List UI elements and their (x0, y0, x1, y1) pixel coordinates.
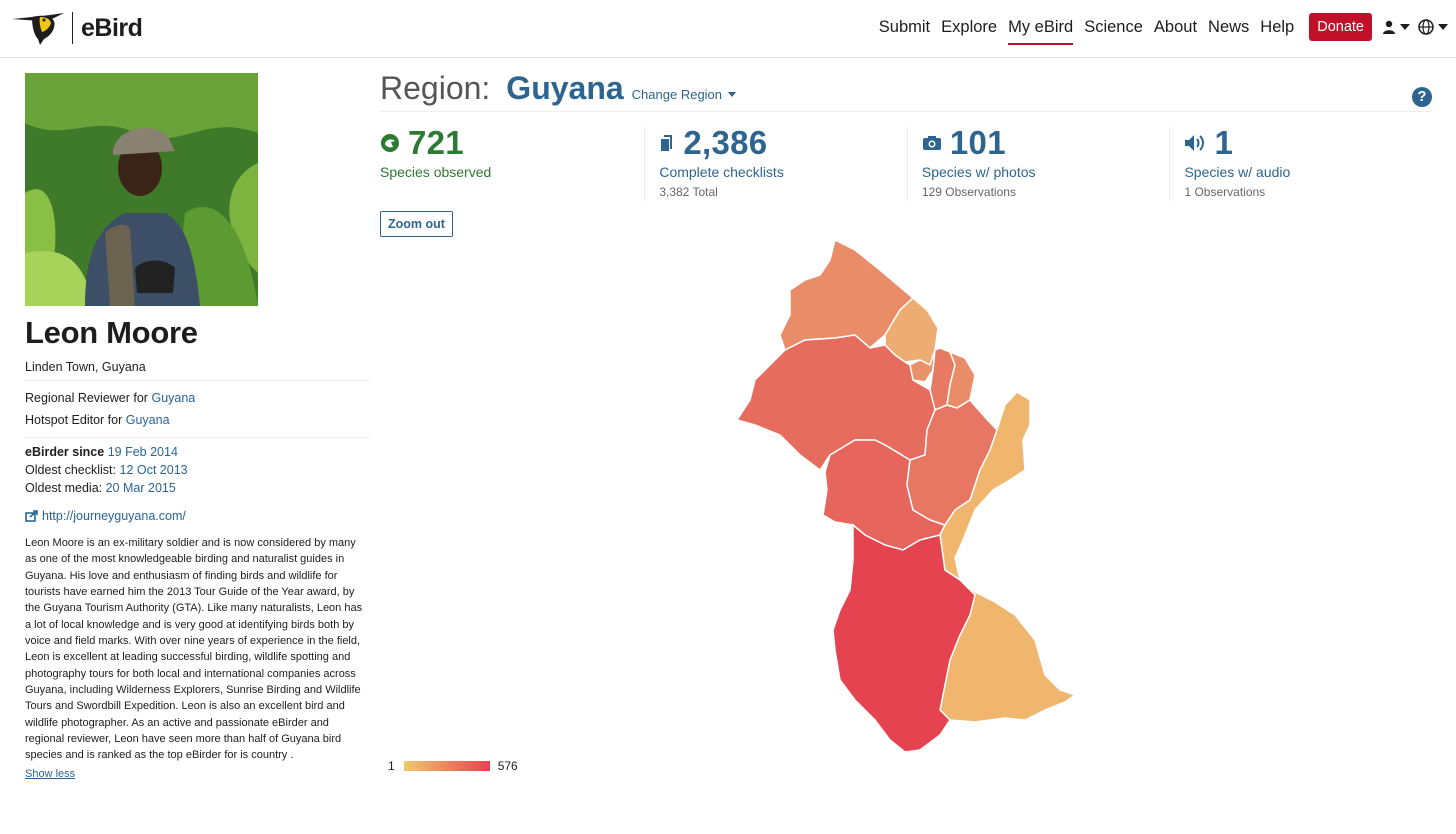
ebird-logo[interactable]: eBird (10, 10, 143, 46)
profile-location: Linden Town, Guyana (25, 360, 370, 381)
globe-icon (1418, 19, 1434, 35)
donate-button[interactable]: Donate (1309, 13, 1372, 41)
region-label: Region: (380, 70, 491, 106)
external-link-icon (25, 510, 38, 522)
main-nav: Submit Explore My eBird Science About Ne… (878, 12, 1456, 45)
stat-photos[interactable]: 101 Species w/ photos 129 Observations (906, 124, 1170, 202)
region-stats-panel: Region: Guyana Change Region ? 721 Speci… (380, 70, 1432, 237)
stat-species[interactable]: 721 Species observed (380, 124, 644, 202)
audio-observations: 1 Observations (1184, 185, 1266, 199)
legend-min: 1 (388, 759, 395, 773)
photo-label: Species w/ photos (921, 164, 1036, 180)
oldest-media-label: Oldest media: (25, 481, 103, 495)
chevron-down-icon (1438, 24, 1448, 30)
chevron-down-icon (728, 92, 737, 97)
profile-roles: Regional Reviewer for Guyana Hotspot Edi… (25, 381, 370, 438)
hotspot-region-link[interactable]: Guyana (125, 413, 170, 427)
profile-photo (25, 73, 258, 306)
since-label: eBirder since (25, 445, 105, 459)
language-menu-button[interactable] (1418, 19, 1448, 35)
reviewer-region-link[interactable]: Guyana (151, 391, 196, 405)
checklist-count: 2,386 (683, 124, 768, 161)
profile-bio: Leon Moore is an ex-military soldier and… (25, 537, 363, 762)
change-region-button[interactable]: Change Region (631, 87, 737, 102)
profile-panel: Leon Moore Linden Town, Guyana Regional … (25, 73, 370, 782)
bird-logo-icon (12, 13, 64, 45)
stats-row: 721 Species observed 2,386 Complete chec… (380, 124, 1432, 202)
logo-text: eBird (81, 13, 143, 42)
checklist-icon (661, 135, 673, 151)
guyana-region-map (735, 240, 1077, 753)
species-icon (381, 134, 399, 152)
nav-science[interactable]: Science (1084, 17, 1143, 36)
nav-help[interactable]: Help (1260, 17, 1295, 36)
map-legend: 1 576 (388, 759, 518, 773)
oldest-media-link[interactable]: 20 Mar 2015 (105, 481, 176, 495)
user-icon (1383, 20, 1395, 34)
chevron-down-icon (1400, 24, 1410, 30)
region-name: Guyana (506, 70, 624, 106)
audio-species-count: 1 (1214, 124, 1234, 161)
nav-my-ebird[interactable]: My eBird (1008, 14, 1074, 45)
reviewer-label: Regional Reviewer for (25, 391, 148, 405)
oldest-checklist-link[interactable]: 12 Oct 2013 (119, 463, 188, 477)
since-date-link[interactable]: 19 Feb 2014 (107, 445, 178, 459)
nav-submit[interactable]: Submit (878, 17, 931, 36)
top-header: eBird Submit Explore My eBird Science Ab… (0, 0, 1456, 58)
website-row: http://journeyguyana.com/ (25, 509, 370, 523)
audio-label: Species w/ audio (1184, 164, 1291, 180)
species-label: Species observed (380, 164, 492, 180)
species-count: 721 (408, 124, 464, 161)
map-region-pomeroon-supenaam[interactable] (884, 296, 939, 367)
map-region-upper-takutu-essequibo[interactable] (832, 523, 976, 753)
change-region-label: Change Region (631, 87, 723, 102)
nav-explore[interactable]: Explore (941, 17, 998, 36)
website-link[interactable]: http://journeyguyana.com/ (42, 509, 186, 523)
camera-icon (922, 136, 941, 150)
account-menu-button[interactable] (1382, 20, 1410, 34)
legend-max: 576 (497, 759, 518, 773)
checklist-label: Complete checklists (659, 164, 784, 180)
region-header: Region: Guyana Change Region (380, 70, 1432, 112)
checklist-total: 3,382 Total (659, 185, 718, 199)
show-less-link[interactable]: Show less (25, 767, 76, 780)
nav-about[interactable]: About (1153, 17, 1198, 36)
legend-gradient (403, 761, 490, 771)
profile-dates: eBirder since 19 Feb 2014 Oldest checkli… (25, 438, 370, 497)
photo-species-count: 101 (949, 124, 1006, 161)
stat-checklists[interactable]: 2,386 Complete checklists 3,382 Total (644, 124, 907, 202)
help-icon[interactable]: ? (1412, 87, 1432, 107)
audio-icon (1185, 135, 1205, 151)
zoom-out-button[interactable]: Zoom out (380, 211, 453, 237)
oldest-checklist-label: Oldest checklist: (25, 463, 117, 477)
profile-name: Leon Moore (25, 315, 198, 350)
hotspot-label: Hotspot Editor for (25, 413, 123, 427)
stat-audio[interactable]: 1 Species w/ audio 1 Observations (1169, 124, 1432, 202)
photo-observations: 129 Observations (921, 185, 1016, 199)
nav-news[interactable]: News (1208, 17, 1250, 36)
